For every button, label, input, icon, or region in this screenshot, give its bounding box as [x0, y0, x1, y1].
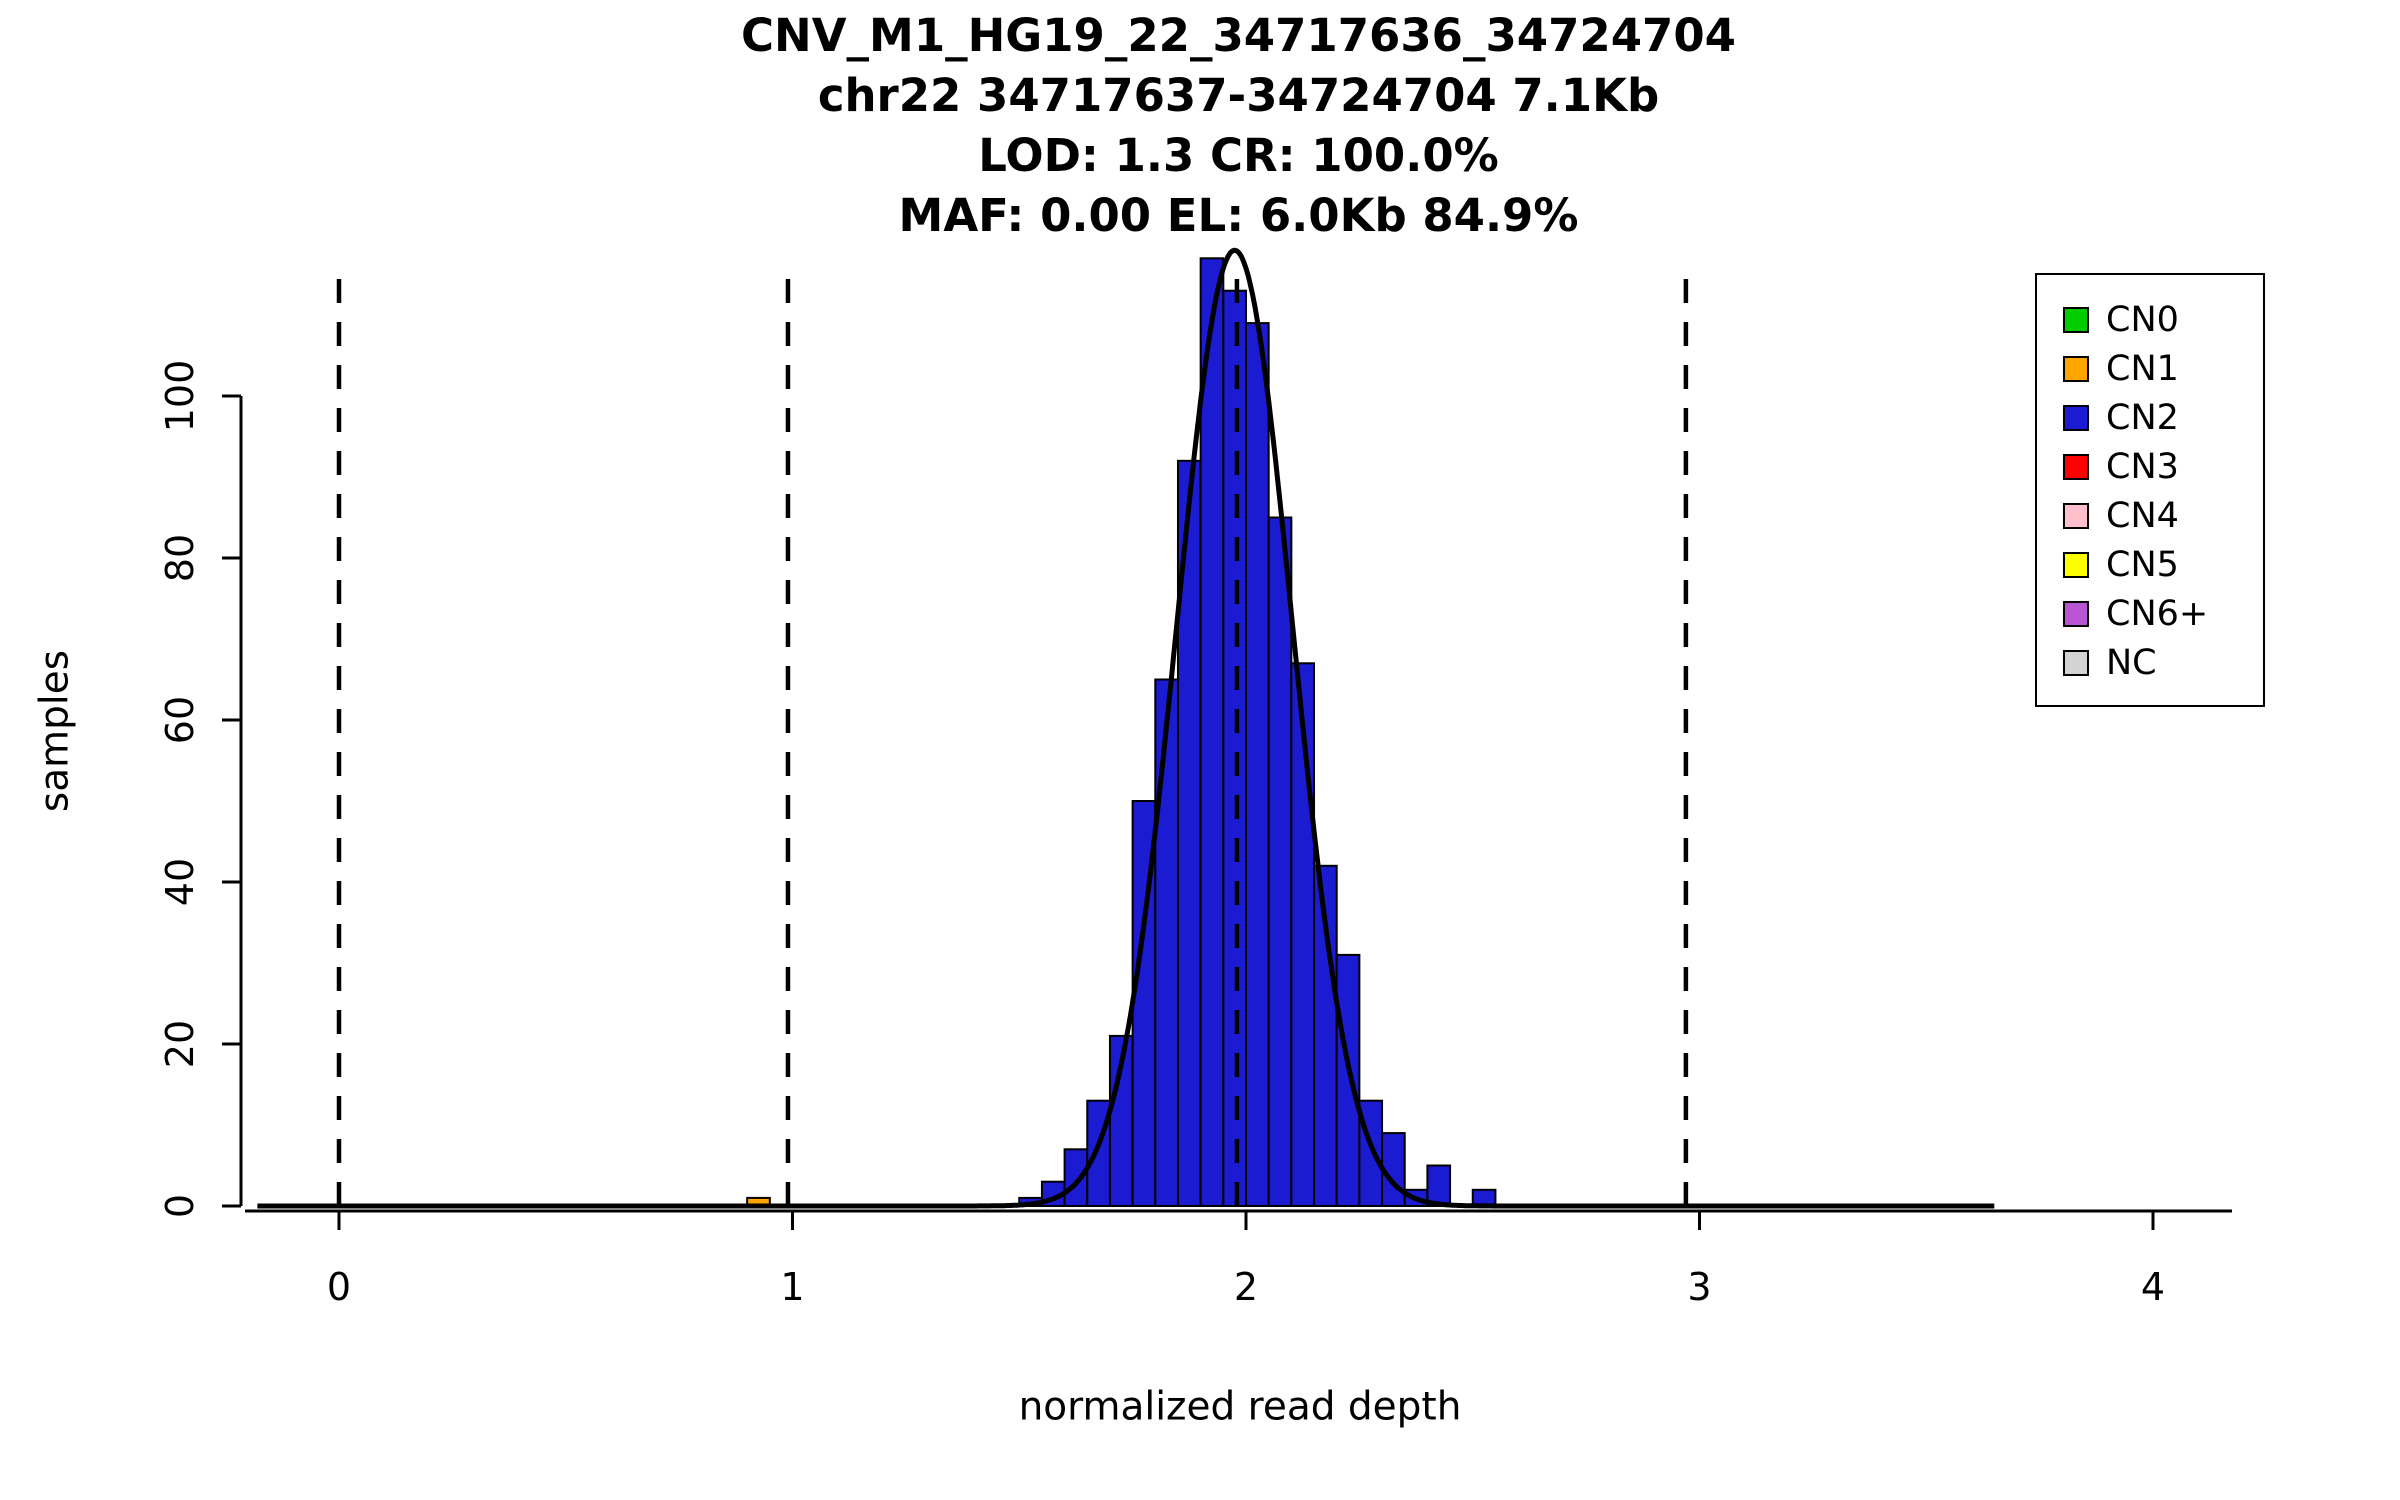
legend-label: CN4 [2106, 495, 2179, 536]
legend-swatch-CN2 [2063, 404, 2089, 431]
y-tick-label: 80 [158, 534, 202, 582]
fit-curve [257, 247, 1995, 1209]
y-tick-label: 100 [158, 360, 202, 433]
histogram-bars [746, 257, 1497, 1208]
histogram-bar-CN2 [1199, 257, 1225, 1207]
legend-label: NC [2106, 642, 2157, 683]
legend-label: CN6+ [2106, 593, 2209, 634]
legend-item-CN1: CN1 [2063, 344, 2263, 393]
chart-title-line-2: chr22 34717637-34724704 7.1Kb [817, 69, 1660, 122]
chart-title: CNV_M1_HG19_22_34717636_34724704 chr22 3… [241, 6, 2236, 246]
histogram-bar-CN2 [1063, 1148, 1089, 1208]
chart-title-line-4: MAF: 0.00 EL: 6.0Kb 84.9% [898, 189, 1579, 242]
legend-item-CN3: CN3 [2063, 442, 2263, 491]
y-tick-label: 20 [158, 1020, 202, 1068]
x-axis-label: normalized read depth [1018, 1384, 1462, 1430]
y-axis-label: samples [32, 649, 78, 813]
legend-label: CN0 [2106, 299, 2179, 340]
histogram-bar-CN2 [1245, 322, 1270, 1208]
x-tick-label: 3 [1687, 1265, 1711, 1309]
legend-label: CN5 [2106, 544, 2179, 585]
histogram-bar-CN2 [1335, 953, 1361, 1208]
histogram-bar-CN2 [1154, 678, 1179, 1207]
histogram-bar-CN2 [1222, 289, 1247, 1207]
legend-swatch-NC [2063, 649, 2089, 676]
x-tick-label: 1 [780, 1265, 804, 1309]
legend-item-CN6+: CN6+ [2063, 589, 2263, 638]
legend-swatch-CN6+ [2063, 600, 2089, 627]
legend-item-CN5: CN5 [2063, 540, 2263, 589]
legend-label: CN2 [2106, 397, 2179, 438]
legend-item-NC: NC [2063, 638, 2263, 687]
legend-swatch-CN1 [2063, 355, 2089, 382]
y-tick-label: 40 [158, 858, 202, 906]
legend-item-CN0: CN0 [2063, 295, 2263, 344]
histogram-bar-CN2 [1267, 516, 1293, 1207]
x-tick-label: 0 [327, 1265, 351, 1309]
legend-item-CN2: CN2 [2063, 393, 2263, 442]
legend-swatch-CN4 [2063, 502, 2089, 529]
y-tick-label: 0 [158, 1194, 202, 1218]
y-tick-label: 60 [158, 696, 202, 744]
legend-item-CN4: CN4 [2063, 491, 2263, 540]
legend: CN0 CN1 CN2 CN3 CN4 CN5 CN6+ NC [2035, 273, 2265, 707]
histogram-bar-CN2 [1426, 1164, 1452, 1207]
legend-swatch-CN3 [2063, 453, 2089, 480]
chart-title-line-3: LOD: 1.3 CR: 100.0% [978, 129, 1499, 182]
x-tick-label: 4 [2141, 1265, 2165, 1309]
x-tick-label: 2 [1234, 1265, 1258, 1309]
chart-title-line-1: CNV_M1_HG19_22_34717636_34724704 [741, 9, 1736, 62]
legend-label: CN3 [2106, 446, 2179, 487]
legend-label: CN1 [2106, 348, 2179, 389]
legend-swatch-CN5 [2063, 551, 2089, 578]
legend-swatch-CN0 [2063, 306, 2089, 333]
